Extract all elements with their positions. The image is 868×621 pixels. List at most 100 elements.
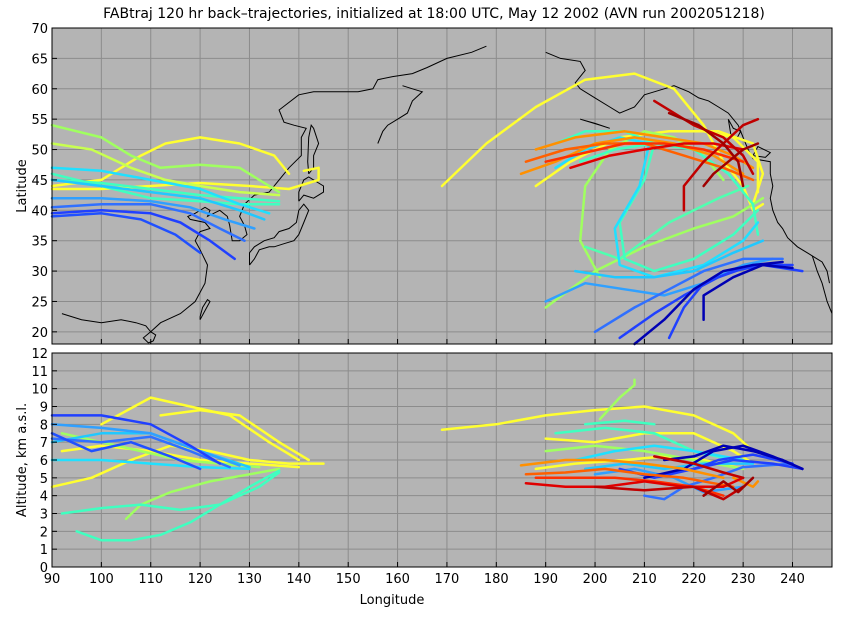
chart-title: FABtraj 120 hr back–trajectories, initia… [103, 6, 765, 22]
x-tick-label: 240 [780, 572, 805, 587]
trajectory-line [544, 432, 755, 465]
x-tick-label: 160 [385, 572, 410, 587]
y-tick-label: 4 [40, 490, 48, 505]
y-tick-label: 25 [31, 295, 48, 310]
trajectory-line [534, 130, 765, 206]
trajectory-line [519, 458, 725, 480]
x-tick-label: 90 [44, 572, 61, 587]
y-tick-label: 35 [31, 235, 48, 250]
trajectory-line [702, 263, 794, 321]
trajectory-line [50, 136, 291, 188]
y-tick-label: 70 [31, 22, 48, 37]
coastline [61, 45, 487, 333]
trajectory-line [50, 178, 281, 203]
map-panel: 20 25 30 35 40 45 50 55 60 65 70 Latitude [15, 22, 833, 346]
trajectory-line [50, 458, 251, 471]
trajectory-line [692, 453, 794, 471]
trajectory-line [633, 260, 784, 346]
trajectory-line [732, 476, 760, 489]
trajectory-line [50, 202, 246, 242]
trajectory-line [643, 462, 794, 501]
y-tick-label: 55 [31, 113, 48, 128]
trajectory-line [544, 257, 775, 303]
x-tick-label: 230 [731, 572, 756, 587]
trajectory-line [50, 435, 231, 469]
y-tick-label: 9 [40, 401, 48, 416]
trajectory-line [124, 467, 281, 521]
y-tick-label: 5 [40, 472, 48, 487]
y-tick-label: 20 [31, 326, 48, 341]
y-tick-label: 6 [40, 454, 48, 469]
y-tick-label: 1 [40, 543, 48, 558]
coastline [377, 85, 424, 144]
trajectory-line [50, 423, 241, 467]
trajectory-line [50, 123, 281, 194]
x-tick-label: 180 [484, 572, 509, 587]
trajectory-line [574, 239, 765, 279]
map-ticks: 20 25 30 35 40 45 50 55 60 65 70 [31, 22, 794, 344]
trajectory-line [50, 414, 222, 465]
trajectory-line [667, 111, 745, 188]
y-tick-label: 45 [31, 174, 48, 189]
trajectory-line [583, 419, 656, 426]
x-tick-label: 190 [533, 572, 558, 587]
coastline [307, 124, 320, 175]
trajectory-line [524, 476, 745, 489]
x-tick-label: 170 [435, 572, 460, 587]
trajectory-line [653, 455, 745, 480]
y-tick-label: 7 [40, 436, 48, 451]
coastline [727, 118, 742, 142]
altitude-y-axis-label: Altitude, km a.s.l. [15, 403, 30, 517]
trajectory-line [598, 378, 636, 421]
x-tick-label: 210 [632, 572, 657, 587]
trajectory-line [50, 432, 202, 471]
x-tick-label: 120 [188, 572, 213, 587]
x-tick-label: 140 [286, 572, 311, 587]
trajectory-line [440, 405, 755, 453]
y-tick-label: 30 [31, 265, 48, 280]
trajectory-line [593, 485, 745, 501]
y-tick-label: 3 [40, 508, 48, 523]
map-y-axis-label: Latitude [15, 159, 30, 213]
x-tick-label: 130 [237, 572, 262, 587]
trajectory-line [50, 209, 236, 261]
trajectory-line [50, 196, 256, 230]
y-tick-label: 50 [31, 144, 48, 159]
map-frame [51, 27, 833, 345]
coastline [811, 255, 833, 314]
y-tick-label: 12 [31, 347, 48, 362]
trajectory-line [60, 471, 281, 515]
trajectory-line [519, 136, 745, 176]
y-tick-label: 40 [31, 204, 48, 219]
y-tick-label: 8 [40, 418, 48, 433]
trajectory-line [544, 196, 765, 309]
trajectory-line [544, 142, 745, 163]
trajectory-line [534, 455, 745, 471]
y-tick-label: 10 [31, 383, 48, 398]
altitude-trajectory-series [50, 378, 804, 542]
trajectory-line [159, 408, 310, 462]
y-tick-label: 11 [31, 365, 48, 380]
x-tick-label: 100 [89, 572, 114, 587]
trajectory-line [50, 212, 202, 255]
coastline [545, 51, 830, 284]
trajectory-line [75, 469, 281, 542]
trajectory-line [569, 142, 745, 170]
trajectory-line [50, 166, 271, 215]
coastline [580, 118, 610, 129]
y-tick-label: 0 [40, 561, 48, 576]
x-tick-label: 110 [138, 572, 163, 587]
y-tick-label: 2 [40, 525, 48, 540]
trajectory-line [50, 142, 281, 197]
x-tick-label: 220 [681, 572, 706, 587]
coastline [199, 298, 211, 320]
coastline [142, 331, 157, 344]
trajectory-line [60, 444, 301, 469]
x-tick-label: 200 [583, 572, 608, 587]
map-trajectory-series [50, 72, 804, 346]
trajectory-line [593, 257, 784, 334]
trajectory-line [50, 178, 266, 221]
trajectory-line [524, 467, 735, 489]
